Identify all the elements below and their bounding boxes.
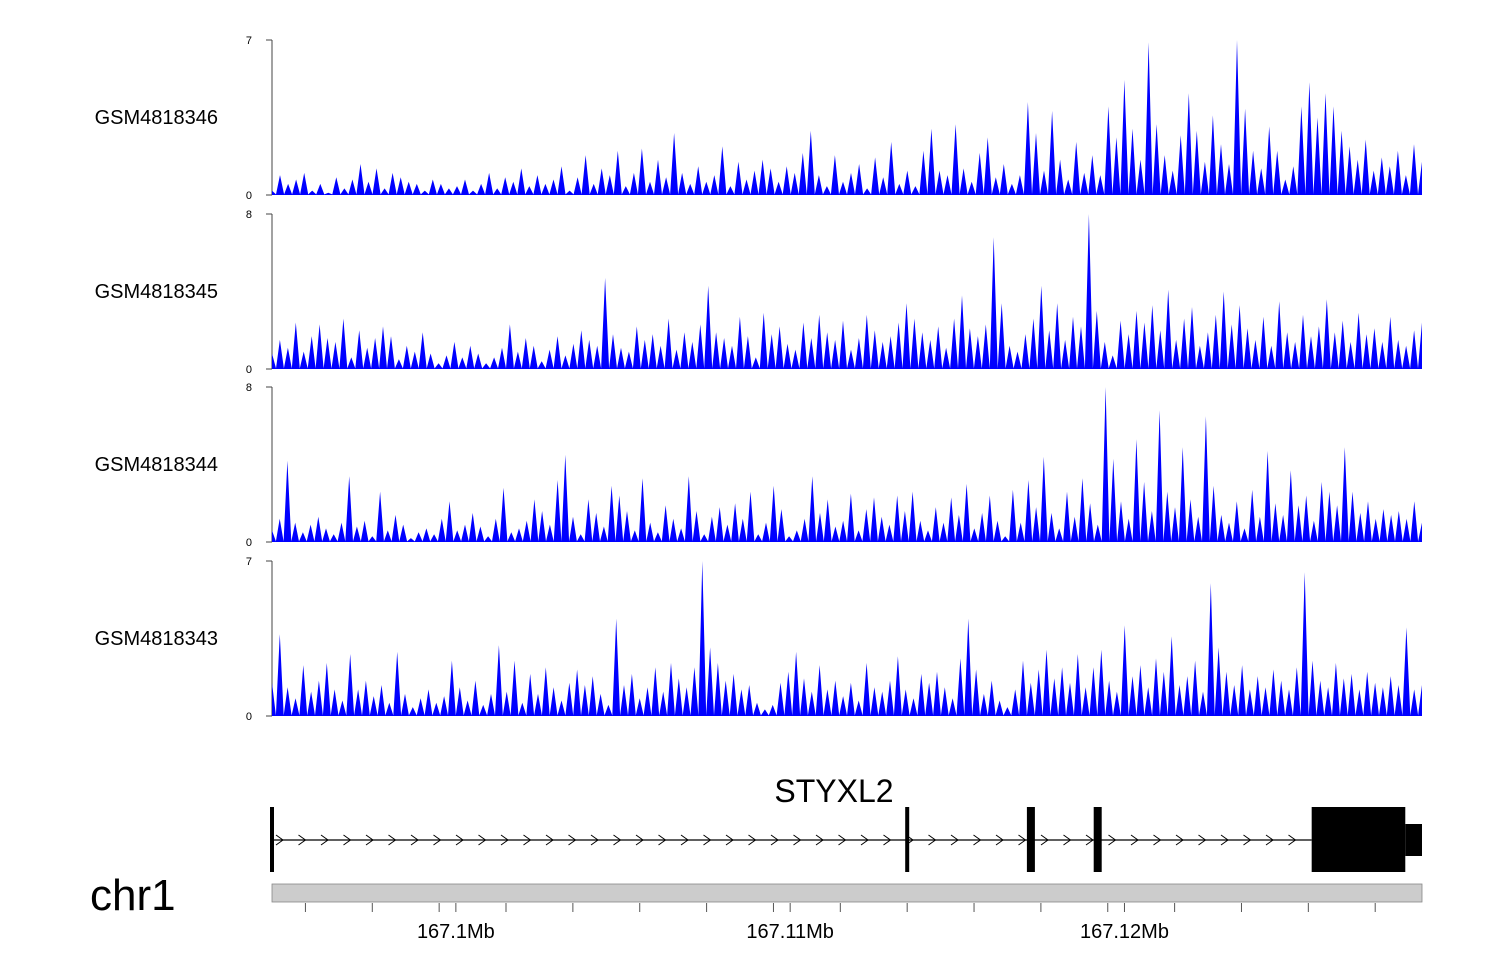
strand-arrow — [523, 834, 532, 846]
strand-arrow — [320, 834, 329, 846]
y-axis-min-label: 0 — [246, 537, 252, 549]
y-axis-min-label: 0 — [246, 364, 252, 376]
strand-arrow — [1063, 834, 1072, 846]
gene-exons — [270, 807, 1422, 872]
strand-arrow — [1108, 834, 1117, 846]
axis-tick-label: 167.1Mb — [417, 921, 495, 943]
strand-arrow — [590, 834, 599, 846]
strand-arrow — [433, 834, 442, 846]
strand-arrow — [838, 834, 847, 846]
track-GSM4818346: GSM4818346 7 0 — [95, 35, 1422, 202]
gene-exon — [1093, 807, 1102, 872]
strand-arrow — [455, 834, 464, 846]
strand-arrow — [635, 834, 644, 846]
strand-arrow — [770, 834, 779, 846]
chromosome-ideogram-bar — [271, 883, 1423, 903]
gene-exon — [905, 807, 910, 872]
gene-utr — [1405, 824, 1422, 856]
strand-arrow — [973, 834, 982, 846]
coverage-area — [272, 387, 1422, 542]
strand-arrow — [388, 834, 397, 846]
gene-exon — [1026, 807, 1035, 872]
y-axis-max-label: 8 — [246, 382, 252, 394]
y-axis-max-label: 8 — [246, 209, 252, 221]
coverage-area — [272, 214, 1422, 369]
gene-last-exon — [1311, 807, 1406, 872]
strand-arrow — [950, 834, 959, 846]
axis-tick-label: 167.12Mb — [1080, 921, 1169, 943]
track-GSM4818345: GSM4818345 8 0 — [95, 209, 1422, 376]
y-axis-max-label: 7 — [246, 556, 252, 568]
track-GSM4818344: GSM4818344 8 0 — [95, 382, 1422, 549]
strand-arrow — [1288, 834, 1297, 846]
strand-arrow — [1243, 834, 1252, 846]
strand-arrow — [1265, 834, 1274, 846]
track-GSM4818343: GSM4818343 7 0 — [95, 556, 1422, 723]
strand-arrow — [703, 834, 712, 846]
coverage-area — [272, 561, 1422, 716]
strand-arrow — [298, 834, 307, 846]
strand-arrow — [568, 834, 577, 846]
strand-arrow — [1018, 834, 1027, 846]
axis-tick-label: 167.11Mb — [746, 921, 833, 943]
chromosome-label: chr1 — [90, 871, 176, 920]
strand-arrow — [1040, 834, 1049, 846]
coverage-tracks: GSM481834670GSM481834580GSM481834480GSM4… — [95, 35, 1422, 723]
track-label: GSM4818344 — [95, 454, 218, 476]
strand-arrow — [1085, 834, 1094, 846]
strand-arrow — [680, 834, 689, 846]
gene-name-label: STYXL2 — [774, 773, 893, 809]
strand-arrow — [1220, 834, 1229, 846]
strand-arrow — [545, 834, 554, 846]
gene-model-track: STYXL2 — [270, 773, 1422, 872]
track-label: GSM4818346 — [95, 107, 218, 129]
strand-arrow — [478, 834, 487, 846]
coverage-area — [272, 40, 1422, 195]
strand-arrow — [343, 834, 352, 846]
strand-arrow — [928, 834, 937, 846]
track-label: GSM4818345 — [95, 281, 218, 303]
strand-arrow — [613, 834, 622, 846]
y-axis-min-label: 0 — [246, 190, 252, 202]
strand-arrow — [883, 834, 892, 846]
strand-arrow — [1130, 834, 1139, 846]
strand-arrow — [725, 834, 734, 846]
strand-arrow — [1175, 834, 1184, 846]
strand-arrow — [815, 834, 824, 846]
track-label: GSM4818343 — [95, 628, 218, 650]
strand-arrow — [860, 834, 869, 846]
strand-arrow — [995, 834, 1004, 846]
strand-arrow — [500, 834, 509, 846]
strand-arrow — [1198, 834, 1207, 846]
y-axis-min-label: 0 — [246, 711, 252, 723]
gene-exon — [270, 807, 274, 872]
strand-arrow — [793, 834, 802, 846]
genome-axis: chr1 167.1Mb 167.11Mb 167.12Mb — [90, 871, 1423, 943]
strand-arrow — [1153, 834, 1162, 846]
strand-arrow — [658, 834, 667, 846]
strand-arrow — [275, 834, 284, 846]
y-axis-max-label: 7 — [246, 35, 252, 47]
strand-arrow — [410, 834, 419, 846]
strand-arrow — [365, 834, 374, 846]
strand-arrow — [748, 834, 757, 846]
axis-ticks: 167.1Mb 167.11Mb 167.12Mb — [304, 903, 1376, 943]
